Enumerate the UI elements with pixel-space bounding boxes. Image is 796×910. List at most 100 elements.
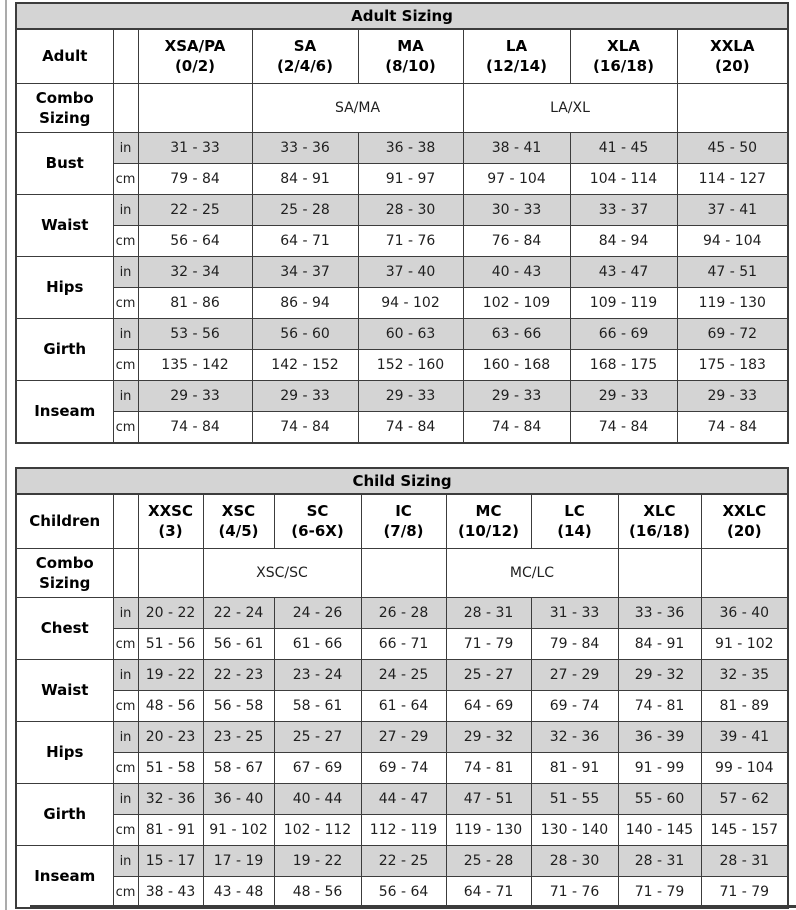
size-range-cell: 94 - 102: [357, 287, 464, 319]
size-range-cell: 102 - 112: [273, 814, 362, 846]
size-range-cell: 81 - 91: [137, 814, 204, 846]
size-range-cell: 119 - 130: [445, 814, 532, 846]
size-range-cell: 56 - 61: [202, 628, 275, 660]
size-column-header: LA (12/14): [462, 28, 571, 84]
size-name: LA: [505, 37, 528, 55]
size-range-cell: 34 - 37: [251, 256, 359, 288]
unit-cell: cm: [112, 876, 139, 909]
combo-cell: LA/XL: [462, 82, 678, 133]
size-range-cell: 57 - 62: [700, 783, 789, 815]
size-range-cell: 22 - 23: [202, 659, 275, 691]
size-numbers: (6-6X): [291, 522, 344, 541]
size-range-cell: 32 - 35: [700, 659, 789, 691]
measurement-label: Chest: [15, 597, 114, 660]
measurement-label: Girth: [15, 318, 114, 381]
measurement-in-row: Chest in 20 - 22 22 - 24 24 - 26 26 - 28 28 - …: [15, 597, 789, 660]
combo-cell: [137, 547, 204, 598]
size-range-cell: 84 - 91: [251, 163, 359, 195]
combo-cell: [360, 547, 447, 598]
size-column-header: SC (6-6X): [273, 493, 362, 549]
measurement-label: Bust: [15, 132, 114, 195]
size-column-header: XLC (16/18): [617, 493, 702, 549]
unit-cell: in: [112, 194, 139, 226]
size-name: XLC: [643, 502, 676, 520]
size-range-cell: 61 - 64: [360, 690, 447, 722]
measurement-cm-row: cm 38 - 43 43 - 48 48 - 56 56 - 64 64 - 71 71 …: [16, 876, 789, 909]
size-range-cell: 28 - 31: [700, 845, 789, 877]
combo-cell: [617, 547, 702, 598]
size-range-cell: 74 - 84: [676, 411, 789, 444]
size-range-cell: 23 - 25: [202, 721, 275, 753]
measurement-cm-row: cm 81 - 86 86 - 94 94 - 102 102 - 109 109 - 1…: [16, 287, 789, 319]
size-range-cell: 40 - 44: [273, 783, 362, 815]
size-column-header: SA (2/4/6): [251, 28, 359, 84]
size-range-cell: 152 - 160: [357, 349, 464, 381]
size-numbers: (12/14): [486, 57, 547, 76]
unit-cell: in: [112, 380, 139, 412]
size-range-cell: 102 - 109: [462, 287, 571, 319]
size-range-cell: 47 - 51: [445, 783, 532, 815]
size-range-cell: 28 - 31: [445, 597, 532, 629]
measurement-label: Waist: [15, 659, 114, 722]
size-range-cell: 81 - 89: [700, 690, 789, 722]
size-range-cell: 19 - 22: [137, 659, 204, 691]
size-name: LC: [564, 502, 585, 520]
measurement-label: Waist: [15, 194, 114, 257]
size-range-cell: 56 - 64: [360, 876, 447, 909]
size-name: MC: [475, 502, 502, 520]
size-header-row: Children XXSC (3) XSC (4/5) SC (6-6X) IC (7/8) MC…: [15, 493, 789, 549]
size-range-cell: 74 - 84: [137, 411, 253, 444]
size-range-cell: 29 - 33: [462, 380, 571, 412]
size-numbers: (16/18): [593, 57, 654, 76]
measurement-label: Inseam: [15, 380, 114, 444]
size-range-cell: 17 - 19: [202, 845, 275, 877]
measurement-in-row: Inseam in 29 - 33 29 - 33 29 - 33 29 - 33 29 -…: [15, 380, 789, 444]
size-column-header: LC (14): [530, 493, 619, 549]
table-title-row: Adult Sizing: [15, 2, 789, 30]
size-range-cell: 53 - 56: [137, 318, 253, 350]
size-range-cell: 142 - 152: [251, 349, 359, 381]
size-column-header: IC (7/8): [360, 493, 447, 549]
size-numbers: (2/4/6): [277, 57, 333, 76]
size-range-cell: 109 - 119: [569, 287, 678, 319]
size-range-cell: 91 - 97: [357, 163, 464, 195]
size-range-cell: 97 - 104: [462, 163, 571, 195]
size-range-cell: 86 - 94: [251, 287, 359, 319]
group-label: Children: [15, 493, 114, 549]
size-range-cell: 81 - 91: [530, 752, 619, 784]
measurement-in-row: Bust in 31 - 33 33 - 36 36 - 38 38 - 41 41 - 4…: [15, 132, 789, 195]
measurement-in-row: Hips in 20 - 23 23 - 25 25 - 27 27 - 29 29 - 3…: [15, 721, 789, 784]
size-range-cell: 29 - 33: [569, 380, 678, 412]
size-range-cell: 71 - 76: [530, 876, 619, 909]
size-range-cell: 175 - 183: [676, 349, 789, 381]
size-range-cell: 45 - 50: [676, 132, 789, 164]
size-range-cell: 40 - 43: [462, 256, 571, 288]
size-range-cell: 119 - 130: [676, 287, 789, 319]
size-range-cell: 41 - 45: [569, 132, 678, 164]
combo-cell: [676, 82, 789, 133]
unit-cell: cm: [112, 349, 139, 381]
combo-cell: XSC/SC: [202, 547, 362, 598]
unit-header-cell: [112, 28, 139, 84]
size-column-header: XXLC (20): [700, 493, 789, 549]
size-range-cell: 74 - 84: [462, 411, 571, 444]
measurement-cm-row: cm 74 - 84 74 - 84 74 - 84 74 - 84 74 - 84 74 …: [16, 411, 789, 444]
size-range-cell: 48 - 56: [137, 690, 204, 722]
size-range-cell: 22 - 25: [360, 845, 447, 877]
size-numbers: (3): [158, 522, 183, 541]
size-range-cell: 43 - 48: [202, 876, 275, 909]
size-range-cell: 26 - 28: [360, 597, 447, 629]
measurement-cm-row: cm 135 - 142 142 - 152 152 - 160 160 - 168 16…: [16, 349, 789, 381]
size-range-cell: 20 - 22: [137, 597, 204, 629]
measurement-in-row: Girth in 32 - 36 36 - 40 40 - 44 44 - 47 47 - …: [15, 783, 789, 846]
size-column-header: XSC (4/5): [202, 493, 275, 549]
size-range-cell: 71 - 79: [700, 876, 789, 909]
size-range-cell: 15 - 17: [137, 845, 204, 877]
size-range-cell: 33 - 36: [617, 597, 702, 629]
size-range-cell: 69 - 72: [676, 318, 789, 350]
size-numbers: (20): [726, 522, 762, 541]
size-range-cell: 29 - 33: [357, 380, 464, 412]
size-range-cell: 24 - 26: [273, 597, 362, 629]
